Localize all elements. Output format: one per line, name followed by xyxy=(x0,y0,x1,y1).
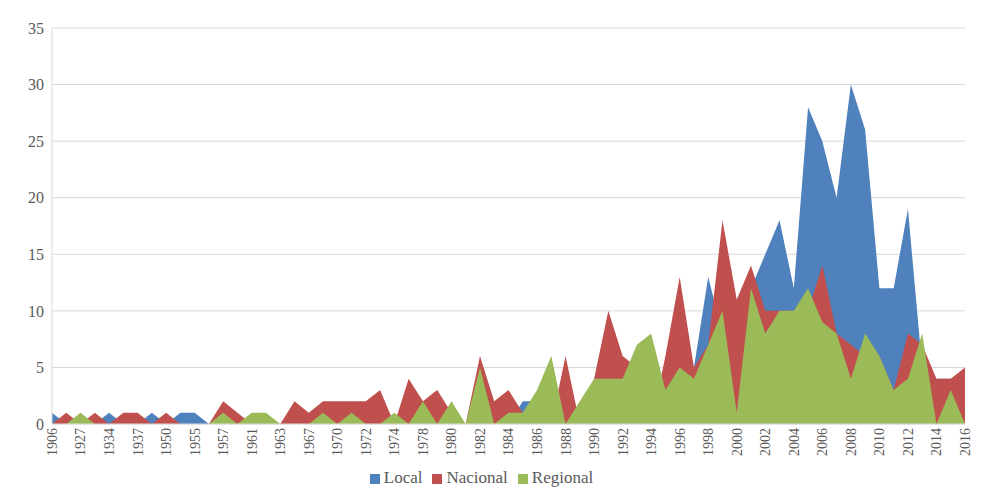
svg-text:2014: 2014 xyxy=(929,428,944,456)
svg-text:1984: 1984 xyxy=(501,428,516,456)
svg-text:1972: 1972 xyxy=(359,428,374,456)
svg-text:2004: 2004 xyxy=(787,428,802,456)
svg-text:1957: 1957 xyxy=(216,428,231,456)
svg-text:25: 25 xyxy=(28,133,44,150)
svg-text:2010: 2010 xyxy=(872,428,887,456)
svg-text:1986: 1986 xyxy=(530,428,545,456)
svg-text:15: 15 xyxy=(28,246,44,263)
svg-text:1963: 1963 xyxy=(273,428,288,456)
html-text:Regional: Regional xyxy=(531,468,594,487)
svg-text:1978: 1978 xyxy=(416,428,431,456)
svg-text:1906: 1906 xyxy=(45,428,60,456)
svg-text:1934: 1934 xyxy=(102,428,117,456)
svg-text:1961: 1961 xyxy=(245,428,260,456)
html-text:Nacional: Nacional xyxy=(446,468,508,487)
svg-text:2000: 2000 xyxy=(730,428,745,456)
svg-text:20: 20 xyxy=(28,189,44,206)
svg-text:1980: 1980 xyxy=(444,428,459,456)
svg-text:10: 10 xyxy=(28,303,44,320)
svg-text:1950: 1950 xyxy=(159,428,174,456)
svg-text:1994: 1994 xyxy=(644,428,659,456)
svg-text:1998: 1998 xyxy=(701,428,716,456)
svg-text:1996: 1996 xyxy=(673,428,688,456)
svg-text:1937: 1937 xyxy=(131,428,146,456)
svg-text:2006: 2006 xyxy=(815,428,830,456)
svg-text:2016: 2016 xyxy=(958,428,973,456)
svg-text:1967: 1967 xyxy=(302,428,317,456)
svg-text:1982: 1982 xyxy=(473,428,488,456)
svg-text:2008: 2008 xyxy=(844,428,859,456)
svg-text:30: 30 xyxy=(28,76,44,93)
svg-text:1992: 1992 xyxy=(616,428,631,456)
svg-text:35: 35 xyxy=(28,20,44,37)
svg-text:1988: 1988 xyxy=(559,428,574,456)
svg-text:5: 5 xyxy=(36,359,44,376)
svg-text:1990: 1990 xyxy=(587,428,602,456)
svg-text:2012: 2012 xyxy=(901,428,916,456)
html-text:Local: Local xyxy=(383,468,423,487)
svg-text:0: 0 xyxy=(36,416,44,433)
svg-text:1927: 1927 xyxy=(73,428,88,456)
svg-text:1955: 1955 xyxy=(188,428,203,456)
svg-text:1974: 1974 xyxy=(387,428,402,456)
svg-text:1970: 1970 xyxy=(330,428,345,456)
svg-text:2002: 2002 xyxy=(758,428,773,456)
